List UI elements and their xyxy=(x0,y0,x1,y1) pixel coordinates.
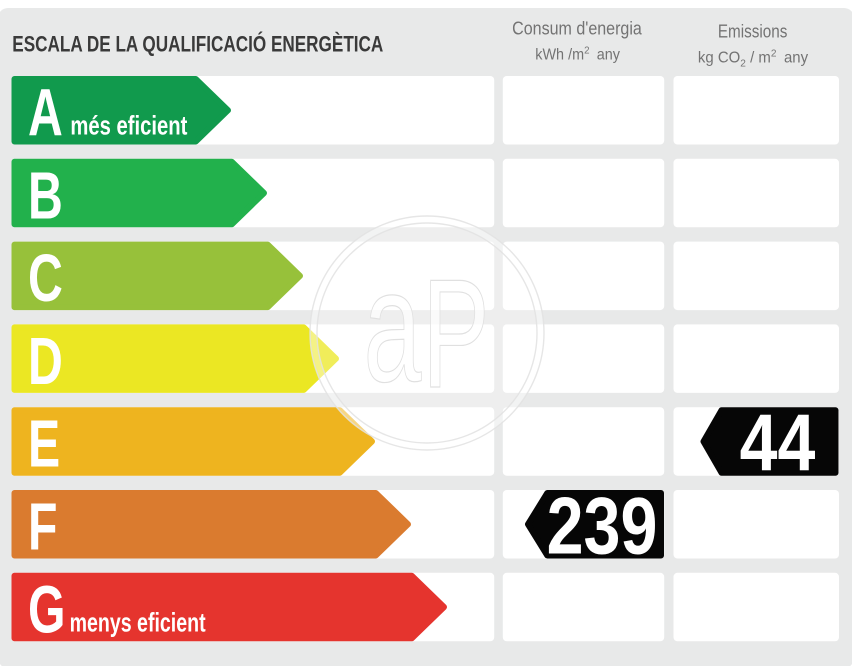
svg-text:ESCALA DE LA QUALIFICACIÓ ENER: ESCALA DE LA QUALIFICACIÓ ENERGÈTICA xyxy=(12,32,383,57)
svg-text:44: 44 xyxy=(740,397,816,488)
svg-text:kg CO2 / m2 any: kg CO2 / m2 any xyxy=(698,48,808,69)
svg-text:Emissions: Emissions xyxy=(718,22,788,42)
svg-text:239: 239 xyxy=(547,480,658,571)
svg-text:E: E xyxy=(28,407,60,482)
svg-text:menys eficient: menys eficient xyxy=(70,607,206,637)
svg-text:A: A xyxy=(28,76,63,151)
svg-text:D: D xyxy=(28,324,63,399)
svg-text:kWh /m2 any: kWh /m2 any xyxy=(535,45,620,63)
svg-text:P: P xyxy=(422,247,489,420)
svg-text:Consum d'energia: Consum d'energia xyxy=(512,19,643,39)
svg-text:F: F xyxy=(28,490,57,565)
svg-text:B: B xyxy=(28,159,63,234)
svg-text:C: C xyxy=(28,241,63,316)
svg-text:G: G xyxy=(28,573,66,648)
svg-text:més eficient: més eficient xyxy=(70,111,187,141)
svg-text:a: a xyxy=(364,236,423,415)
